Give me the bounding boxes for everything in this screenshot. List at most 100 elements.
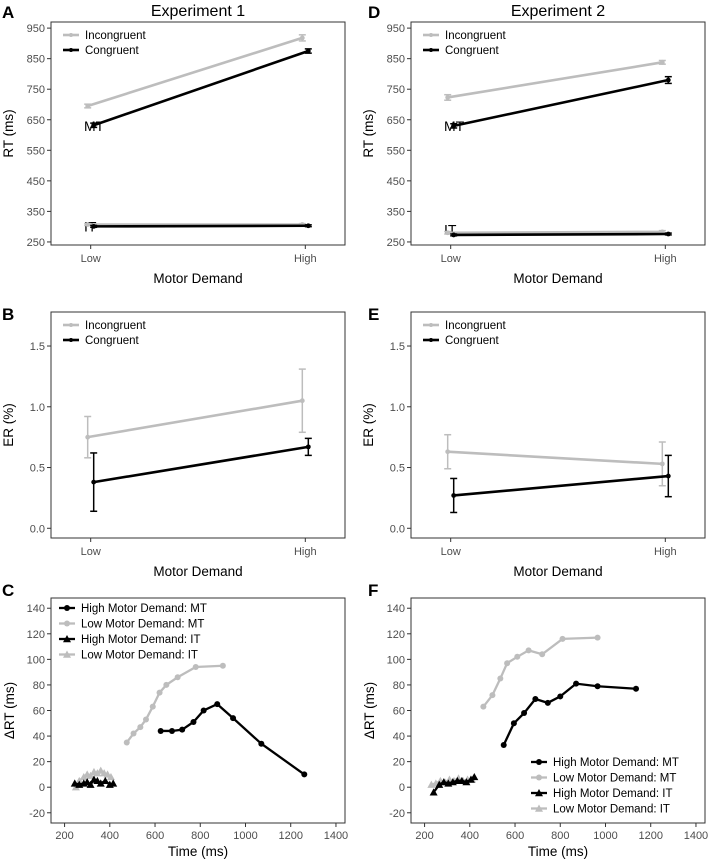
- y-tick-label: 60: [393, 706, 405, 718]
- y-tick-label: 60: [33, 706, 45, 718]
- legend-label: Low Motor Demand: MT: [81, 619, 204, 631]
- data-point: [594, 683, 601, 690]
- plot-frame: [50, 311, 346, 539]
- legend-label: Incongruent: [85, 30, 147, 42]
- panel-c: C -20 0 20 40 60 80 100 120 140 200 400 600 800 1000 12…: [2, 581, 348, 859]
- data-point-triangle: [70, 779, 79, 787]
- y-tick-label: 750: [387, 84, 405, 96]
- series-line: [125, 664, 223, 744]
- panel-a: A Experiment 1 250 350 450 550 650 750 850 950 Low…: [1, 3, 346, 286]
- data-point: [214, 701, 221, 708]
- legend: Incongruent Congruent: [63, 30, 147, 57]
- legend: Incongruent Congruent: [423, 320, 507, 347]
- legend-label: High Motor Demand: IT: [81, 634, 201, 646]
- panel-letter: B: [2, 305, 14, 324]
- data-point: [659, 59, 665, 65]
- x-tick-label: Low: [81, 253, 101, 265]
- data-point-triangle: [457, 776, 466, 785]
- y-tick-label: 20: [33, 757, 45, 769]
- plot-frame: [410, 311, 706, 539]
- y-tick-label: 140: [27, 603, 45, 615]
- y-tick-label: -20: [389, 808, 405, 820]
- y-tick-label: 80: [393, 680, 405, 692]
- series-line: [453, 78, 669, 128]
- data-point-triangle: [106, 772, 115, 781]
- legend-marker: [429, 33, 433, 37]
- x-axis-title: Motor Demand: [513, 564, 602, 579]
- x-axis-title: Time (ms): [168, 844, 228, 859]
- x-axis-title: Motor Demand: [153, 271, 242, 286]
- y-tick-label: 350: [387, 206, 405, 218]
- data-point: [190, 719, 197, 726]
- series-high-motor-demand-mt: [157, 701, 308, 778]
- series-line: [93, 224, 309, 228]
- y-tick-label: 350: [27, 206, 45, 218]
- experiment-title: Experiment 2: [511, 3, 605, 20]
- x-axis-title: Motor Demand: [153, 564, 242, 579]
- x-axis-title: Time (ms): [528, 844, 588, 859]
- data-point: [525, 647, 532, 654]
- x-tick-label: 400: [101, 830, 119, 842]
- legend-label: Low Motor Demand: MT: [553, 773, 676, 785]
- data-point: [137, 724, 144, 731]
- data-point: [305, 48, 311, 54]
- data-point: [559, 635, 566, 642]
- legend-marker: [69, 48, 73, 52]
- data-point: [659, 461, 665, 467]
- data-point: [536, 774, 542, 781]
- y-tick-label: 1.5: [390, 341, 405, 353]
- y-tick-label: 1.0: [390, 402, 405, 414]
- series-congruent: [90, 437, 312, 513]
- y-tick-label: 450: [387, 176, 405, 188]
- data-point: [521, 710, 528, 717]
- series-incongruent-mt: [444, 59, 666, 101]
- data-point: [163, 681, 170, 688]
- legend: High Motor Demand: MT Low Motor Demand: M…: [59, 603, 207, 662]
- panel-b: B 0.0 0.5 1.0 1.5 Low High Motor Demand ER (%) In…: [1, 305, 346, 579]
- y-axis-title: ΔRT (ms): [2, 682, 17, 739]
- series-line: [453, 474, 669, 497]
- y-tick-label: 0: [39, 782, 45, 794]
- data-point-triangle: [86, 771, 95, 779]
- data-point-triangle: [439, 778, 448, 786]
- data-point: [64, 605, 70, 611]
- y-axis-title: RT (ms): [361, 109, 376, 157]
- data-point: [504, 660, 511, 667]
- y-tick-label: 0.0: [390, 523, 405, 535]
- panel-letter: C: [2, 581, 14, 600]
- plot-frame: [50, 21, 346, 246]
- series-congruent-it: [90, 223, 312, 229]
- data-point: [497, 675, 504, 682]
- data-point-triangle: [535, 804, 543, 812]
- y-tick-label: 0: [399, 782, 405, 794]
- x-tick-label: 800: [551, 830, 569, 842]
- legend-label: Incongruent: [85, 320, 147, 332]
- x-tick-label: 1200: [278, 830, 302, 842]
- data-point: [557, 693, 564, 700]
- y-tick-label: 550: [387, 145, 405, 157]
- data-point: [665, 231, 671, 237]
- data-point-triangle: [96, 779, 105, 787]
- data-point: [594, 634, 601, 641]
- data-point: [156, 689, 163, 696]
- x-tick-label: Low: [441, 546, 461, 558]
- x-tick-label: High: [294, 546, 317, 558]
- y-tick-label: 140: [387, 603, 405, 615]
- y-axis-title: ΔRT (ms): [362, 682, 377, 739]
- plot-frame: [50, 597, 346, 824]
- y-tick-label: 850: [387, 54, 405, 66]
- x-tick-label: 1200: [638, 830, 662, 842]
- data-point-triangle: [429, 788, 438, 796]
- series-high-motor-demand-mt: [500, 680, 640, 749]
- series-congruent-mt: [90, 48, 312, 129]
- data-point: [123, 739, 130, 746]
- y-tick-label: 40: [33, 731, 45, 743]
- y-tick-label: 250: [27, 237, 45, 249]
- legend-label: High Motor Demand: IT: [553, 788, 673, 800]
- data-point: [514, 653, 521, 660]
- data-point-triangle: [109, 779, 118, 787]
- x-tick-label: 1000: [233, 830, 257, 842]
- y-tick-label: 750: [27, 84, 45, 96]
- data-point: [489, 692, 496, 699]
